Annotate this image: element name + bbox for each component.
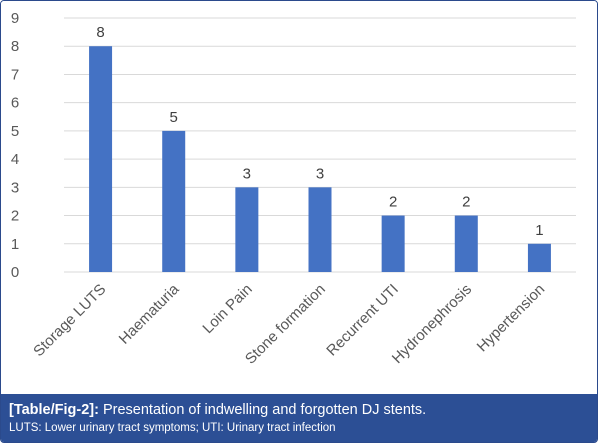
category-label: Haematuria [116, 280, 183, 347]
figure-caption: [Table/Fig-2]: Presentation of indwellin… [1, 394, 597, 442]
y-tick-label: 9 [11, 10, 19, 27]
y-tick-label: 5 [11, 123, 19, 140]
category-label: Hydronephrosis [389, 281, 475, 367]
bar [527, 243, 551, 272]
y-tick-label: 0 [11, 264, 19, 281]
data-label: 1 [535, 222, 543, 239]
y-tick-label: 2 [11, 208, 19, 225]
y-tick-label: 1 [11, 236, 19, 253]
data-label: 2 [462, 194, 470, 211]
caption-title: [Table/Fig-2]: Presentation of indwellin… [9, 400, 597, 420]
gridlines [64, 17, 576, 273]
data-label: 5 [170, 109, 178, 126]
bars [89, 46, 551, 272]
data-label: 3 [243, 165, 251, 182]
category-label: Storage LUTS [30, 281, 109, 360]
data-label: 8 [96, 24, 104, 41]
data-label: 3 [316, 165, 324, 182]
bar [454, 215, 478, 272]
bar [89, 46, 113, 272]
category-label: Recurrent UTI [323, 281, 402, 360]
data-label: 2 [389, 194, 397, 211]
bar-chart: 0 1 2 3 4 5 6 7 8 9 8 5 3 3 2 2 1 Storage LUTS Haematuri… [11, 10, 576, 368]
caption-text: Presentation of indwelling and forgotten… [98, 402, 427, 418]
y-tick-label: 7 [11, 66, 19, 83]
category-label: Loin Pain [199, 281, 255, 337]
bar [235, 187, 259, 272]
y-tick-label: 6 [11, 95, 19, 112]
caption-note: LUTS: Lower urinary tract symptoms; UTI:… [9, 422, 336, 434]
bar [308, 187, 332, 272]
caption-tag: [Table/Fig-2]: [9, 402, 99, 418]
category-label: Stone formation [242, 281, 329, 368]
bar [162, 130, 186, 272]
y-tick-label: 4 [11, 151, 19, 168]
data-labels: 8 5 3 3 2 2 1 [96, 24, 543, 239]
y-axis-ticks: 0 1 2 3 4 5 6 7 8 9 [11, 10, 19, 281]
y-tick-label: 8 [11, 38, 19, 55]
chart-area: 0 1 2 3 4 5 6 7 8 9 8 5 3 3 2 2 1 Storage LUTS Haematuri… [1, 1, 597, 394]
y-tick-label: 3 [11, 179, 19, 196]
bar [381, 215, 405, 272]
category-label: Hypertension [474, 281, 549, 356]
